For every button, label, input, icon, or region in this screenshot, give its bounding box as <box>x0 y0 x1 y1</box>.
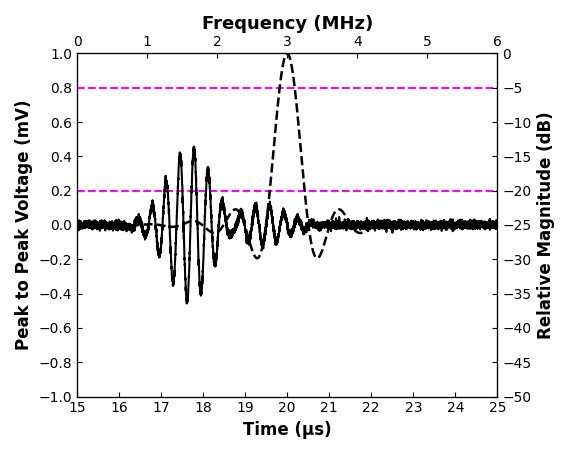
X-axis label: Frequency (MHz): Frequency (MHz) <box>202 15 373 33</box>
Y-axis label: Relative Magnitude (dB): Relative Magnitude (dB) <box>537 111 555 339</box>
Y-axis label: Peak to Peak Voltage (mV): Peak to Peak Voltage (mV) <box>15 100 33 350</box>
X-axis label: Time (μs): Time (μs) <box>243 421 332 439</box>
